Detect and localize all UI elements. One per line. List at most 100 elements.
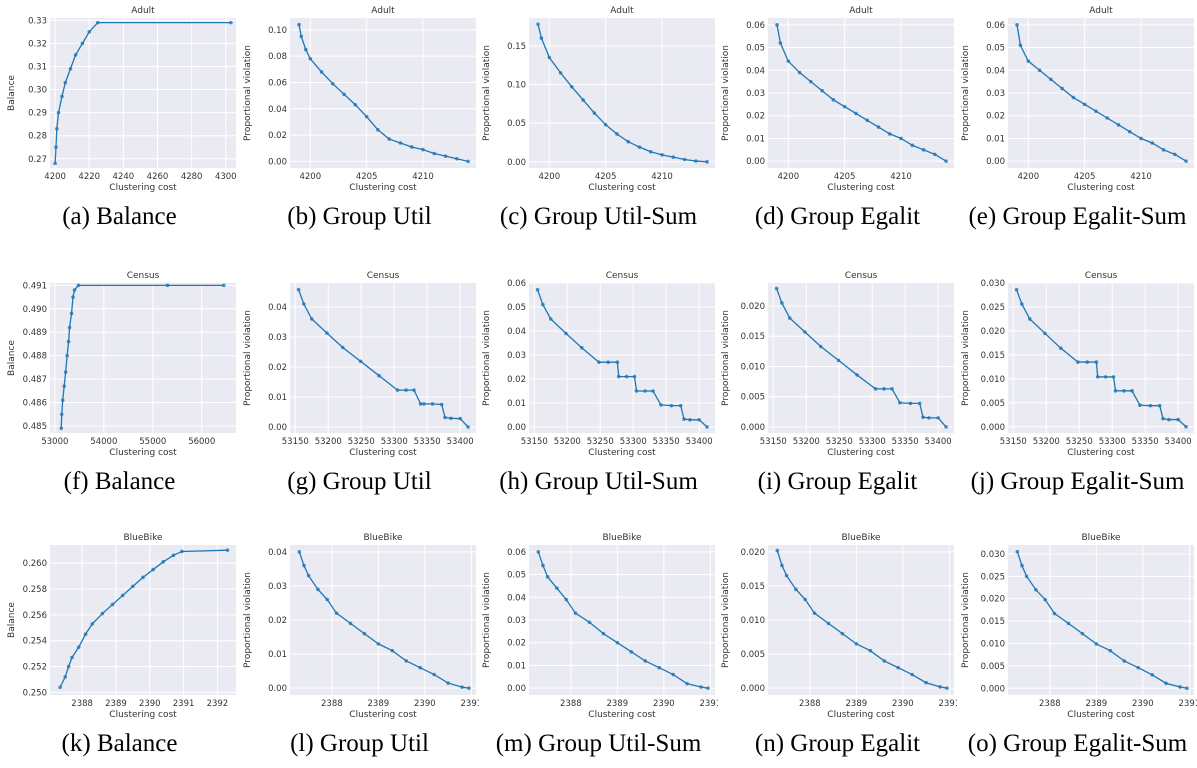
y-tick-label: 0.015 xyxy=(981,351,1005,361)
chart-panel: 2388 2389 2390 2391 2392 0.250 0.252 0.254 0.256… xyxy=(0,527,239,767)
data-point xyxy=(412,388,416,392)
data-point xyxy=(826,621,831,626)
data-point xyxy=(1157,403,1162,408)
y-axis-label: Proportional violation xyxy=(721,572,731,668)
data-point xyxy=(73,53,78,57)
chart-panel: 53150 53200 53250 53300 53350 53400 0.000 0.005… xyxy=(718,265,957,505)
y-axis-label: Proportional violation xyxy=(243,310,253,406)
data-point xyxy=(643,659,648,663)
data-point xyxy=(458,416,462,421)
data-point xyxy=(1161,148,1166,152)
data-point xyxy=(581,98,585,102)
y-tick-label: 0.005 xyxy=(741,393,765,403)
x-tick-label: 2392 xyxy=(207,699,229,709)
x-tick-label: 4205 xyxy=(356,172,378,182)
data-point xyxy=(921,148,926,152)
data-point xyxy=(1052,611,1057,616)
data-point xyxy=(340,345,345,350)
y-tick-label: 0.025 xyxy=(981,303,1005,313)
y-axis-label: Proportional violation xyxy=(961,45,971,141)
data-point xyxy=(882,659,887,663)
y-tick-label: 0.02 xyxy=(507,375,526,385)
x-tick-label: 4200 xyxy=(299,172,321,182)
x-tick-label: 53300 xyxy=(859,437,886,447)
data-point xyxy=(775,23,779,27)
x-tick-label: 53300 xyxy=(1099,437,1126,447)
data-point xyxy=(774,286,779,291)
data-point xyxy=(1167,417,1171,422)
y-axis-label: Balance xyxy=(7,75,17,111)
data-point xyxy=(780,301,784,305)
chart-panel: 53150 53200 53250 53300 53350 53400 0.00 0.01 0.… xyxy=(240,265,479,505)
chart-panel: 2388 2389 2390 2391 0.000 0.005 0.010 0.015 0.02… xyxy=(718,527,957,767)
y-tick-label: 0.10 xyxy=(268,26,287,36)
x-tick-label: 2389 xyxy=(846,699,868,709)
x-tick-label: 2389 xyxy=(105,699,127,709)
y-tick-label: 0.250 xyxy=(23,688,47,698)
data-point xyxy=(1043,331,1047,336)
data-point xyxy=(466,425,470,429)
y-tick-label: 0.05 xyxy=(746,44,765,54)
data-point xyxy=(688,418,692,422)
chart-title: BlueBike xyxy=(1081,533,1120,543)
data-point xyxy=(53,161,57,166)
y-tick-label: 0.04 xyxy=(507,327,526,337)
x-tick-label: 4220 xyxy=(78,172,100,182)
data-point xyxy=(421,147,425,152)
data-point xyxy=(1178,685,1182,689)
y-axis-label: Proportional violation xyxy=(721,310,731,406)
y-tick-label: 0.00 xyxy=(507,158,526,168)
data-point xyxy=(660,153,664,157)
x-tick-label: 2388 xyxy=(799,699,821,709)
data-point xyxy=(536,550,541,554)
y-axis-label: Proportional violation xyxy=(482,45,492,141)
data-point xyxy=(1014,287,1019,292)
x-tick-label: 53200 xyxy=(315,437,342,447)
x-tick-label: 53000 xyxy=(41,437,68,447)
data-point xyxy=(579,346,584,350)
y-tick-label: 0.04 xyxy=(986,66,1005,76)
data-point xyxy=(890,387,894,391)
x-tick-label: 53150 xyxy=(282,437,309,447)
data-point xyxy=(882,387,886,391)
x-tick-label: 4200 xyxy=(538,172,560,182)
data-point xyxy=(404,388,408,392)
y-tick-label: 0.00 xyxy=(746,157,765,167)
data-point xyxy=(63,80,68,85)
data-point xyxy=(634,389,639,393)
data-point xyxy=(58,685,62,690)
y-tick-label: 0.00 xyxy=(986,157,1005,167)
plot-area xyxy=(1008,545,1194,695)
plot-area xyxy=(290,283,476,433)
data-point xyxy=(787,316,792,320)
data-point xyxy=(83,632,88,637)
data-point xyxy=(331,81,335,86)
data-point xyxy=(592,111,597,115)
data-point xyxy=(110,602,115,607)
y-tick-label: 0.03 xyxy=(507,616,526,626)
data-point xyxy=(100,611,105,616)
y-tick-label: 0.03 xyxy=(507,351,526,361)
y-tick-label: 0.06 xyxy=(986,21,1005,31)
data-point xyxy=(466,159,470,164)
x-tick-label: 4240 xyxy=(113,172,135,182)
data-point xyxy=(917,401,922,406)
x-tick-label: 2389 xyxy=(1086,699,1108,709)
y-tick-label: 0.000 xyxy=(981,423,1005,433)
subfigure-caption: (h) Group Util-Sum xyxy=(499,468,698,495)
x-tick-label: 54000 xyxy=(90,437,117,447)
data-point xyxy=(910,143,915,148)
chart-svg: 2388 2389 2390 2391 0.00 0.01 0.02 0.03 0.04 0.05… xyxy=(482,533,718,720)
x-tick-label: 2389 xyxy=(607,699,629,709)
data-point xyxy=(706,686,710,690)
data-point xyxy=(1130,389,1134,393)
data-point xyxy=(455,156,459,161)
x-tick-label: 53350 xyxy=(892,437,919,447)
y-tick-label: 0.08 xyxy=(268,52,287,62)
chart-svg: 4200 4205 4210 0.00 0.01 0.02 0.03 0.04 0.05 0.06… xyxy=(961,6,1194,193)
data-point xyxy=(302,563,306,568)
data-point xyxy=(603,122,608,127)
x-tick-label: 53250 xyxy=(826,437,853,447)
data-point xyxy=(299,34,304,39)
data-point xyxy=(76,283,81,288)
